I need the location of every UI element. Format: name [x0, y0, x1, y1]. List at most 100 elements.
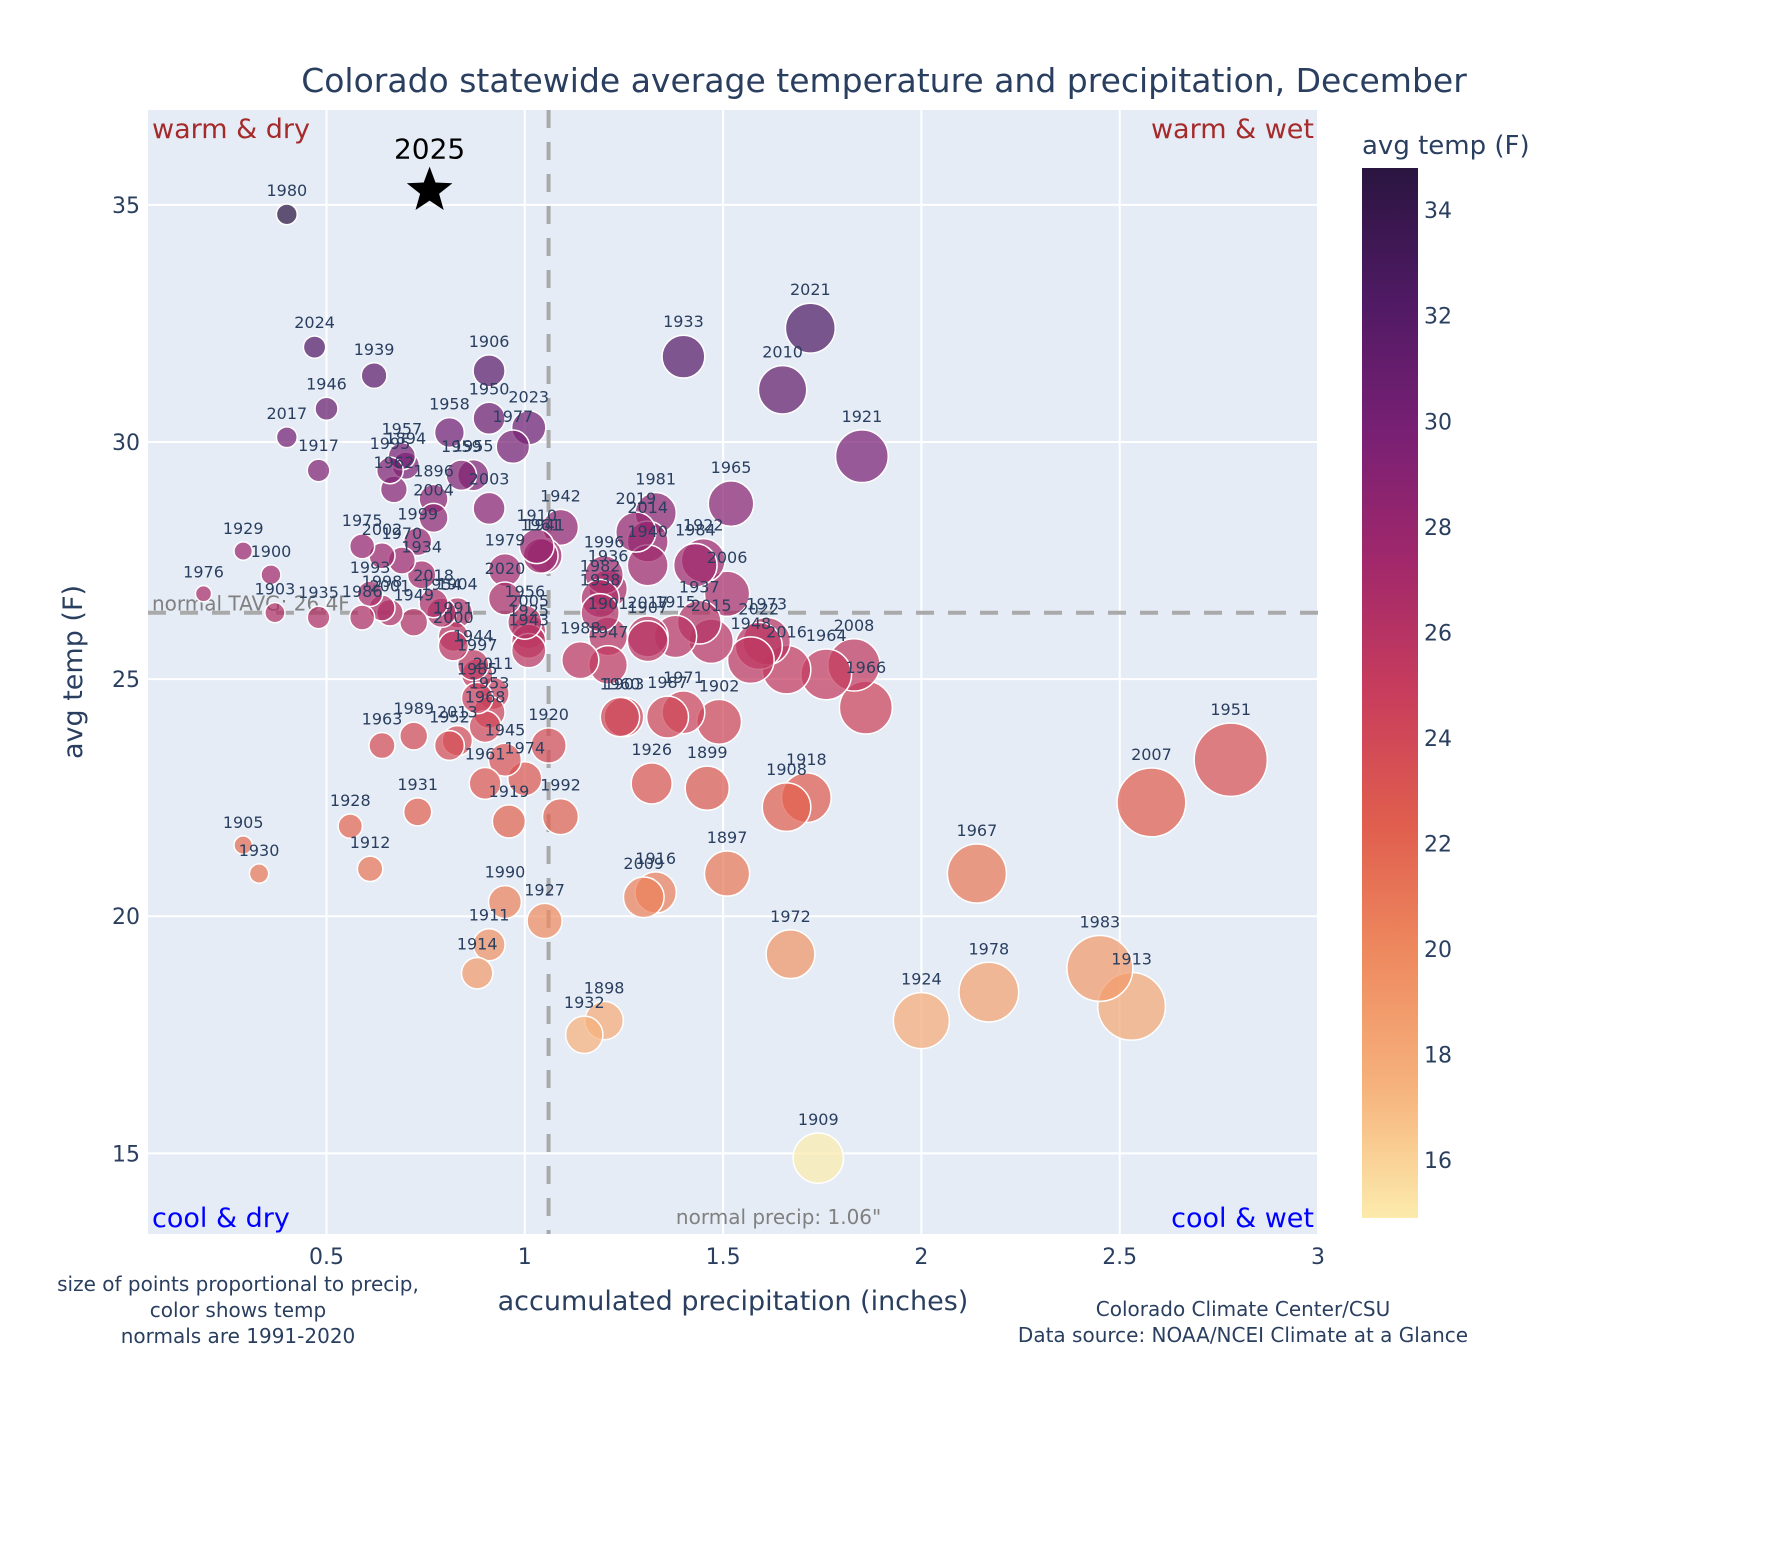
data-point [487, 581, 523, 616]
point-label: 2022 [738, 599, 779, 618]
point-label: 1958 [429, 395, 470, 414]
point-label: 1946 [306, 374, 347, 393]
point-label: 1979 [485, 531, 526, 550]
point-label: 1941 [524, 515, 565, 534]
point-label: 1997 [457, 636, 498, 655]
quadrant-label-warm-wet: warm & wet [1151, 114, 1314, 145]
data-point [306, 458, 331, 483]
point-label: 1929 [223, 519, 264, 538]
data-point [406, 559, 437, 590]
point-label: 1960 [600, 674, 641, 693]
colorbar-ticks: 16 18 20 22 24 26 28 30 32 34 [1424, 199, 1452, 1174]
point-label: 2009 [623, 854, 664, 873]
data-point [661, 334, 706, 379]
point-label: 1912 [350, 833, 391, 852]
point-label: 1975 [342, 511, 383, 530]
point-label: 2006 [707, 548, 748, 567]
point-label: 1928 [330, 791, 371, 810]
point-label: 1957 [381, 420, 422, 439]
point-label: 2005 [508, 592, 549, 611]
data-point [615, 511, 657, 553]
data-point [456, 648, 490, 682]
point-label: 1904 [437, 575, 478, 594]
point-label: 1976 [183, 563, 224, 582]
point-label: 1905 [223, 813, 264, 832]
point-label: 1936 [588, 547, 629, 566]
data-point [761, 782, 812, 833]
data-point [233, 835, 254, 856]
data-point [564, 1015, 604, 1055]
point-label: 1903 [255, 580, 296, 599]
point-label: 1961 [520, 515, 561, 534]
data-points [194, 203, 1269, 1185]
point-label: 1932 [564, 993, 605, 1012]
data-point [622, 876, 665, 919]
data-point [194, 584, 213, 603]
point-label: 1964 [806, 626, 847, 645]
y-axis-title: avg temp (F) [58, 585, 89, 759]
colorbar [1362, 168, 1418, 1218]
data-point [433, 416, 466, 449]
point-label: 1903 [604, 674, 645, 693]
colorbar-tick-label: 32 [1424, 305, 1452, 330]
data-point [275, 426, 298, 449]
point-label: 1938 [580, 571, 621, 590]
point-label: 1962 [374, 453, 415, 472]
point-label: 1933 [663, 312, 704, 331]
data-point [302, 335, 327, 360]
point-label: 2024 [294, 313, 335, 332]
point-label: 1900 [251, 542, 292, 561]
y-tick-label: 35 [112, 194, 140, 219]
point-label: 1945 [485, 720, 526, 739]
data-source-line: Data source: NOAA/NCEI Climate at a Glan… [1018, 1323, 1468, 1347]
data-point [233, 541, 254, 562]
colorbar-title: avg temp (F) [1362, 131, 1530, 161]
point-label: 1961 [465, 745, 506, 764]
data-point [630, 762, 673, 805]
y-tick-label: 15 [112, 1142, 140, 1167]
data-point [526, 902, 563, 940]
y-tick-label: 30 [112, 431, 140, 456]
point-label: 1896 [413, 461, 454, 480]
point-label: 1911 [469, 906, 510, 925]
data-point [468, 766, 502, 801]
point-label: 1922 [683, 516, 724, 535]
point-label: 1998 [362, 572, 403, 591]
point-label: 1897 [707, 828, 748, 847]
data-point [337, 813, 364, 840]
point-label: 1974 [504, 739, 545, 758]
point-label: 1952 [429, 708, 470, 727]
data-point [645, 695, 690, 739]
data-point [445, 459, 478, 492]
chart-title: Colorado statewide average temperature a… [301, 61, 1467, 100]
data-point [495, 429, 531, 465]
data-point [541, 797, 580, 836]
data-point [507, 604, 543, 640]
point-label: 1984 [675, 521, 716, 540]
data-point [946, 843, 1008, 904]
data-point [368, 731, 396, 760]
note-size-line: size of points proportional to precip, [57, 1272, 419, 1296]
point-label: 1937 [679, 577, 720, 596]
point-label: 1968 [465, 688, 506, 707]
point-label: 2011 [473, 654, 514, 673]
point-label: 2001 [370, 576, 411, 595]
data-point [672, 542, 718, 588]
x-tick-label: 1.5 [706, 1245, 741, 1270]
quadrant-label-cool-dry: cool & dry [152, 1203, 290, 1234]
point-label: 2008 [834, 616, 875, 635]
point-label: 1927 [524, 880, 565, 899]
point-label: 1939 [354, 340, 395, 359]
data-point [264, 601, 286, 624]
point-label: 1909 [798, 1110, 839, 1129]
point-label: 1907 [627, 598, 668, 617]
data-point [892, 991, 951, 1050]
point-label: 1986 [342, 582, 383, 601]
point-label: 1920 [528, 705, 569, 724]
data-point [707, 480, 755, 528]
colorbar-tick-label: 18 [1424, 1043, 1452, 1068]
y-tick-label: 20 [112, 905, 140, 930]
point-label: 1917 [298, 436, 339, 455]
point-label: 1916 [635, 849, 676, 868]
star-label: 2025 [394, 133, 465, 166]
